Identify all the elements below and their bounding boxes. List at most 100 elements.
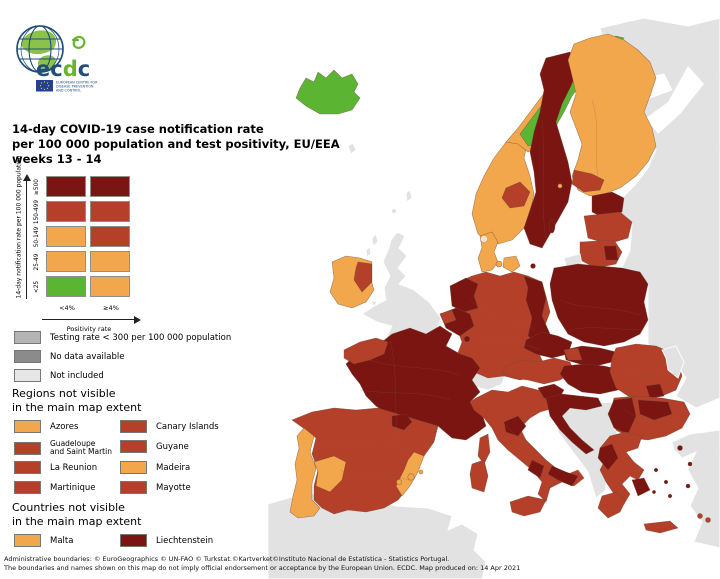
region-portugal — [289, 427, 321, 519]
region-croatia — [545, 393, 603, 455]
no-data-label: No data available — [50, 351, 125, 362]
testing-rate-swatch — [14, 331, 41, 344]
region-italy-campania — [527, 459, 545, 479]
region-russia-belarus-ukraine — [599, 17, 720, 409]
legend-item-liechtenstein: Liechtenstein — [120, 534, 213, 547]
title-line-1: 14-day COVID-19 case notification rate — [12, 122, 264, 136]
legend-item-malta: Malta — [14, 534, 73, 547]
nuts-region-lines — [319, 99, 681, 481]
map-title: 14-day COVID-19 case notification rate p… — [12, 122, 340, 167]
attribution-line-2: The boundaries and names shown on this m… — [4, 563, 521, 572]
canary-islands-label: Canary Islands — [156, 421, 219, 432]
matrix-row-label-3: 25-49 — [34, 253, 40, 271]
mayotte-label: Mayotte — [156, 482, 191, 493]
azores-swatch — [14, 420, 41, 433]
region-latvia — [583, 211, 633, 245]
region-bornholm — [530, 263, 536, 269]
region-united-kingdom — [361, 231, 442, 343]
legend-item-mayotte: Mayotte — [120, 481, 191, 494]
region-estonia — [591, 191, 625, 219]
matrix-row-label-2: 50-149 — [34, 226, 40, 248]
la-reunion-swatch — [14, 461, 41, 474]
matrix-cell-4-0 — [46, 276, 86, 297]
region-sweden — [523, 51, 579, 249]
countries-not-visible-heading: Countries not visible in the main map ex… — [12, 501, 142, 528]
matrix-cell-0-0 — [46, 176, 86, 197]
region-denmark-jutland — [477, 231, 499, 273]
region-hebrides — [365, 233, 379, 258]
legend-item-guadeloupe: Guadeloupe and Saint Martin — [14, 440, 112, 456]
legend-item-la-reunion: La Reunion — [14, 461, 97, 474]
matrix-col-label-1: ≥4% — [103, 304, 119, 312]
matrix-x-axis-label: Positivity rate — [66, 325, 112, 333]
regions-not-visible-heading: Regions not visible in the main map exte… — [12, 387, 142, 414]
eu-regions-group — [289, 33, 711, 534]
region-denmark-fyn — [495, 260, 503, 268]
matrix-row-label-0: ≥500 — [34, 179, 40, 195]
guyane-swatch — [120, 440, 147, 453]
matrix-cell-3-1 — [90, 251, 130, 272]
region-greece-attica — [631, 477, 651, 497]
not-included-swatch — [14, 369, 41, 382]
mayotte-swatch — [120, 481, 147, 494]
globe-icon — [16, 25, 64, 73]
malta-label: Malta — [50, 535, 74, 546]
matrix-x-axis-line — [42, 319, 136, 320]
region-gotland — [548, 218, 556, 234]
matrix-x-axis-arrow-icon — [134, 316, 141, 324]
region-belgium-west — [439, 309, 457, 325]
title-line-2: per 100 000 population and test positivi… — [12, 137, 340, 151]
region-bulgaria-north — [637, 399, 673, 421]
region-netherlands — [449, 277, 479, 313]
matrix-cell-4-1 — [90, 276, 130, 297]
la-reunion-label: La Reunion — [50, 462, 98, 473]
guadeloupe-label: Guadeloupe and Saint Martin — [50, 439, 112, 456]
region-luxembourg — [463, 335, 471, 343]
martinique-label: Martinique — [50, 482, 96, 493]
region-shetland — [405, 189, 413, 203]
malta-swatch — [14, 534, 41, 547]
region-denmark-zealand — [502, 255, 521, 273]
matrix-cell-1-0 — [46, 201, 86, 222]
legend-item-not-included: Not included — [14, 369, 104, 382]
title-line-3: weeks 13 - 14 — [12, 152, 102, 166]
attribution-line-1: Administrative boundaries: © EuroGeograp… — [4, 555, 450, 563]
liechtenstein-label: Liechtenstein — [156, 535, 214, 546]
region-aegean-islands — [652, 445, 711, 523]
region-balearic-3 — [418, 469, 424, 475]
canary-islands-swatch — [120, 420, 147, 433]
region-balearic-1 — [396, 479, 402, 485]
region-peloponnese — [597, 491, 627, 519]
legend-item-madeira: Madeira — [120, 461, 190, 474]
region-iceland — [295, 69, 361, 115]
matrix-y-axis-label: 14-day notification rate per 100 000 pop… — [15, 155, 23, 299]
region-sicily — [509, 495, 547, 517]
eu-flag-icon — [36, 80, 53, 92]
region-norway-south — [471, 129, 535, 245]
region-finland — [567, 33, 657, 197]
region-spain-extremadura — [313, 455, 347, 493]
region-norway-oslo — [501, 181, 531, 209]
region-lithuania-vilnius — [603, 245, 619, 261]
matrix-cell-1-1 — [90, 201, 130, 222]
region-slovakia-west — [563, 347, 583, 361]
matrix-row-label-1: 150-499 — [34, 199, 40, 225]
matrix-y-axis-arrow-icon — [23, 174, 31, 181]
ecdc-logo: ecdc EUROPEAN CENTRE FOR DISEASE PREVENT… — [16, 25, 98, 93]
bivariate-legend: 14-day notification rate per 100 000 pop… — [14, 155, 144, 338]
region-romania — [609, 343, 683, 401]
guadeloupe-swatch — [14, 441, 41, 455]
matrix-col-label-0: <4% — [59, 304, 75, 312]
region-poland — [549, 263, 649, 347]
matrix-cell-0-1 — [90, 176, 130, 197]
region-balearic-2 — [407, 473, 415, 481]
legend-item-azores: Azores — [14, 420, 78, 433]
region-moldova — [661, 345, 685, 379]
region-faroe — [347, 142, 357, 155]
madeira-swatch — [120, 461, 147, 474]
ecdc-wordmark: ecdc — [36, 57, 90, 81]
region-orkney — [391, 208, 397, 214]
region-spain-navarre — [391, 413, 413, 431]
region-denmark-north-gray — [481, 236, 487, 242]
